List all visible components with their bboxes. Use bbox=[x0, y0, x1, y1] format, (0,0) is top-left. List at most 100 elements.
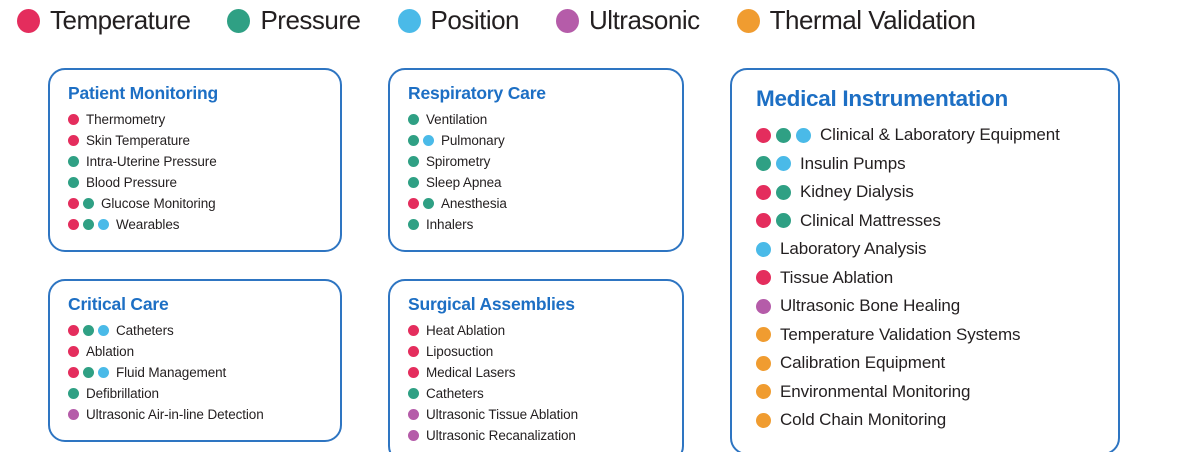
application-label: Ultrasonic Recanalization bbox=[426, 428, 576, 443]
category-title: Patient Monitoring bbox=[68, 83, 218, 103]
application-item: Glucose Monitoring bbox=[68, 193, 322, 214]
application-item: Ultrasonic Tissue Ablation bbox=[408, 404, 664, 425]
sensor-type-dots bbox=[756, 412, 771, 428]
sensor-type-dots bbox=[756, 298, 771, 314]
temperature-dot-icon bbox=[68, 135, 79, 146]
position-dot-icon bbox=[98, 367, 109, 378]
temperature-dot-icon bbox=[68, 367, 79, 378]
application-item: Ultrasonic Bone Healing bbox=[756, 292, 1094, 321]
application-item: Wearables bbox=[68, 214, 322, 235]
application-label: Environmental Monitoring bbox=[780, 381, 971, 401]
application-label: Catheters bbox=[426, 386, 484, 401]
column-middle: Respiratory Care Ventilation Pulmonary Spir… bbox=[388, 68, 684, 452]
legend-label: Ultrasonic bbox=[589, 5, 700, 35]
application-item: Ablation bbox=[68, 341, 322, 362]
temperature-dot-icon bbox=[68, 219, 79, 230]
application-item: Ultrasonic Recanalization bbox=[408, 425, 664, 446]
application-label: Temperature Validation Systems bbox=[780, 324, 1021, 344]
ultrasonic-dot-icon bbox=[556, 8, 580, 33]
thermal-validation-dot-icon bbox=[756, 412, 771, 428]
temperature-dot-icon bbox=[756, 127, 771, 143]
application-item: Spirometry bbox=[408, 151, 664, 172]
category-title: Respiratory Care bbox=[408, 83, 546, 103]
application-list: Catheters Ablation Fluid Management Defibri… bbox=[68, 320, 322, 425]
application-label: Kidney Dialysis bbox=[800, 182, 914, 202]
application-item: Cold Chain Monitoring bbox=[756, 406, 1094, 435]
application-label: Defibrillation bbox=[86, 386, 159, 401]
thermal-validation-dot-icon bbox=[736, 8, 760, 33]
pressure-dot-icon bbox=[83, 198, 94, 209]
application-label: Glucose Monitoring bbox=[101, 196, 216, 211]
sensor-type-dots bbox=[756, 270, 771, 286]
sensor-type-dots bbox=[756, 355, 771, 371]
temperature-dot-icon bbox=[756, 213, 771, 229]
sensor-type-dots bbox=[68, 114, 79, 125]
sensor-type-dots bbox=[408, 114, 419, 125]
legend-label: Pressure bbox=[260, 5, 361, 35]
application-item: Laboratory Analysis bbox=[756, 235, 1094, 264]
application-item: Defibrillation bbox=[68, 383, 322, 404]
pressure-dot-icon bbox=[776, 184, 791, 200]
pressure-dot-icon bbox=[776, 127, 791, 143]
application-item: Anesthesia bbox=[408, 193, 664, 214]
pressure-dot-icon bbox=[68, 388, 79, 399]
application-item: Heat Ablation bbox=[408, 320, 664, 341]
category-boxes-grid: Patient Monitoring Thermometry Skin Temper… bbox=[48, 68, 1120, 452]
column-left: Patient Monitoring Thermometry Skin Temper… bbox=[48, 68, 342, 442]
temperature-dot-icon bbox=[408, 325, 419, 336]
sensor-type-dots bbox=[68, 325, 109, 336]
application-item: Clinical Mattresses bbox=[756, 207, 1094, 236]
application-label: Ventilation bbox=[426, 112, 488, 127]
temperature-dot-icon bbox=[17, 8, 40, 33]
sensor-type-dots bbox=[408, 219, 419, 230]
sensor-type-dots bbox=[756, 213, 791, 229]
column-right: Medical Instrumentation Clinical & Labora… bbox=[730, 68, 1120, 452]
sensor-type-dots bbox=[756, 127, 811, 143]
sensor-type-dots bbox=[68, 219, 109, 230]
pressure-dot-icon bbox=[408, 156, 419, 167]
thermal-validation-dot-icon bbox=[756, 355, 771, 371]
temperature-dot-icon bbox=[756, 270, 771, 286]
application-label: Ultrasonic Tissue Ablation bbox=[426, 407, 578, 422]
application-label: Thermometry bbox=[86, 112, 166, 127]
application-item: Thermometry bbox=[68, 109, 322, 130]
sensor-type-dots bbox=[68, 156, 79, 167]
ultrasonic-dot-icon bbox=[408, 430, 419, 441]
sensor-type-dots bbox=[756, 156, 791, 172]
thermal-validation-dot-icon bbox=[756, 384, 771, 400]
application-label: Medical Lasers bbox=[426, 365, 516, 380]
application-item: Catheters bbox=[408, 383, 664, 404]
application-label: Laboratory Analysis bbox=[780, 239, 927, 259]
sensor-type-dots bbox=[408, 156, 419, 167]
sensor-type-dots bbox=[68, 367, 109, 378]
legend-label: Position bbox=[430, 5, 520, 35]
pressure-dot-icon bbox=[83, 219, 94, 230]
category-box-respiratory-care: Respiratory Care Ventilation Pulmonary Spir… bbox=[388, 68, 684, 252]
sensor-type-dots bbox=[68, 388, 79, 399]
temperature-dot-icon bbox=[68, 325, 79, 336]
temperature-dot-icon bbox=[408, 198, 419, 209]
position-dot-icon bbox=[98, 325, 109, 336]
pressure-dot-icon bbox=[68, 177, 79, 188]
temperature-dot-icon bbox=[68, 198, 79, 209]
position-dot-icon bbox=[98, 219, 109, 230]
application-item: Insulin Pumps bbox=[756, 150, 1094, 179]
sensor-type-dots bbox=[408, 430, 419, 441]
legend-item-thermal-validation: Thermal Validation bbox=[736, 5, 976, 36]
sensor-type-dots bbox=[68, 177, 79, 188]
category-title: Medical Instrumentation bbox=[756, 86, 1008, 111]
application-item: Fluid Management bbox=[68, 362, 322, 383]
application-label: Ultrasonic Bone Healing bbox=[780, 296, 961, 316]
application-item: Pulmonary bbox=[408, 130, 664, 151]
sensor-type-dots bbox=[756, 384, 771, 400]
sensor-type-dots bbox=[756, 327, 771, 343]
sensor-type-dots bbox=[408, 346, 419, 357]
category-box-patient-monitoring: Patient Monitoring Thermometry Skin Temper… bbox=[48, 68, 342, 252]
application-label: Clinical Mattresses bbox=[800, 210, 941, 230]
pressure-dot-icon bbox=[408, 388, 419, 399]
application-label: Cold Chain Monitoring bbox=[780, 410, 947, 430]
application-item: Inhalers bbox=[408, 214, 664, 235]
application-item: Blood Pressure bbox=[68, 172, 322, 193]
application-label: Inhalers bbox=[426, 217, 474, 232]
